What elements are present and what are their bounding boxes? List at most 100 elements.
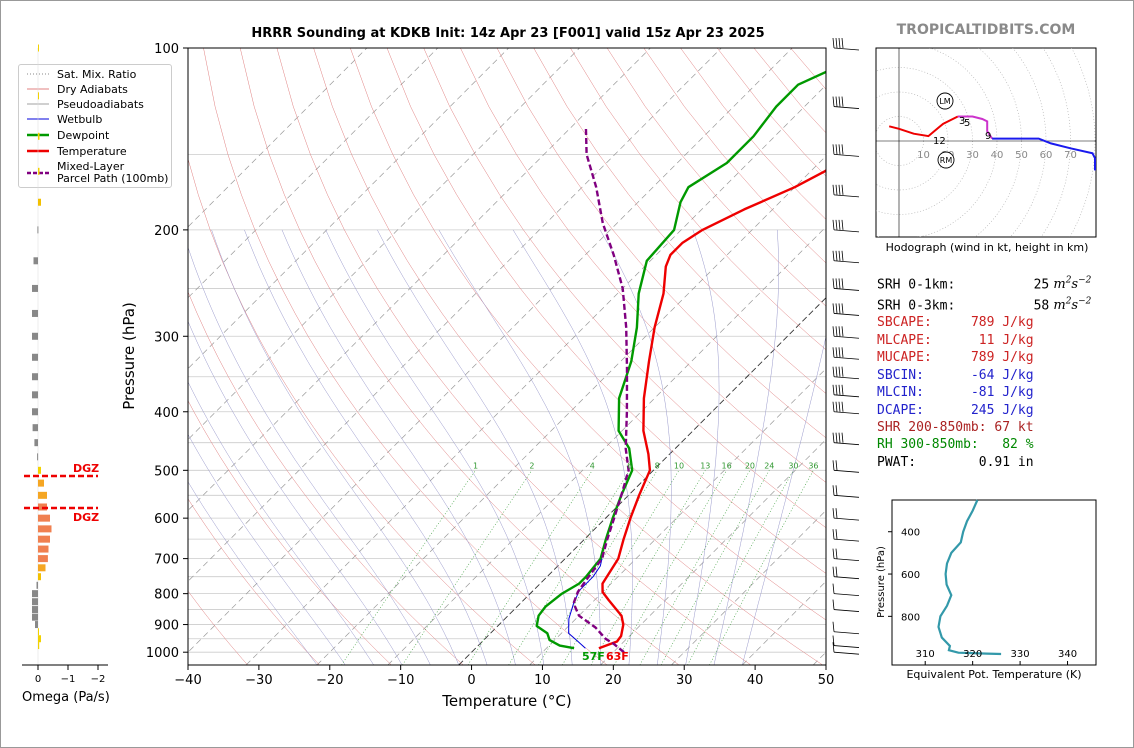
wind-barb <box>832 144 860 157</box>
stat-value: 11 J/kg <box>978 332 1034 348</box>
legend-label: Dewpoint <box>57 128 110 142</box>
pseudoadiabat <box>685 229 720 665</box>
mixing-ratio-line <box>614 470 727 665</box>
dry-adiabat <box>203 48 608 665</box>
isotherm-line <box>600 439 826 665</box>
stat-label: SBCIN: <box>877 367 924 383</box>
pseudoadiabat <box>742 335 826 665</box>
wind-barb-flag <box>832 508 835 519</box>
wind-barb <box>832 508 860 521</box>
omega-bar <box>36 581 38 589</box>
brand-logo-text: TROPICALTIDBITS.COM <box>896 22 1076 38</box>
wind-barb-flag <box>838 250 841 261</box>
stats-panel: SRH 0-1km: 25 m2s−2 SRH 0-3km: 58 m2s−2 SB… <box>877 273 1091 471</box>
pseudoadiabat <box>281 229 516 665</box>
omega-bar <box>38 198 41 206</box>
wind-barb-flag <box>835 566 838 577</box>
stat-value: 82 % <box>1002 437 1034 453</box>
wind-barb-flag <box>832 566 835 577</box>
y-tick-label: 700 <box>154 553 179 568</box>
parcel-path-line <box>572 126 630 654</box>
stat-row: SRH 0-3km: 58 m2s−2 <box>877 294 1091 315</box>
y-tick-label: 500 <box>154 464 179 479</box>
stat-row: SBCIN: -64 J/kg <box>877 367 1091 384</box>
wind-barb-flag <box>841 326 844 337</box>
skewt-frame <box>187 47 827 666</box>
omega-bar <box>33 257 38 265</box>
wind-barb <box>832 278 860 291</box>
wind-barb <box>832 184 860 198</box>
wind-barb <box>832 366 860 380</box>
hodograph-height-label: 5 <box>964 118 970 129</box>
omega-bar <box>38 167 40 175</box>
omega-bar <box>32 606 38 614</box>
pseudoadiabat <box>325 229 545 665</box>
wind-barb-staff <box>833 194 860 198</box>
stat-label: MLCIN: <box>877 385 924 401</box>
mixing-ratio-label: 13 <box>700 461 710 470</box>
isotherm-line <box>387 226 826 665</box>
wind-barb-flag <box>838 278 841 289</box>
hodograph-segment <box>957 115 993 140</box>
wetbulb-line <box>568 558 603 649</box>
wind-barb-staff <box>833 517 860 521</box>
wind-barb-staff <box>833 469 860 473</box>
mixing-ratio-line <box>709 470 814 665</box>
hodograph-height-label: 9 <box>985 131 991 142</box>
theta-e-x-tick-label: 340 <box>1058 649 1077 660</box>
skewt-background-lines <box>188 48 826 665</box>
wind-barb-flag <box>835 529 838 540</box>
omega-bar <box>38 514 50 522</box>
wind-barb <box>832 460 860 473</box>
omega-tick-label: 0 <box>35 674 41 685</box>
storm-motion-marker <box>936 92 954 110</box>
wind-barb-flag <box>832 96 835 107</box>
omega-bar <box>38 555 48 563</box>
stat-spacer <box>916 455 979 470</box>
wind-barb-flag <box>835 278 838 289</box>
omega-bar <box>38 628 39 636</box>
wind-barb-flag <box>841 366 844 377</box>
wind-barb-staff <box>833 442 860 446</box>
omega-bar <box>38 479 44 487</box>
stat-spacer <box>924 368 971 383</box>
wind-barb-flag <box>832 303 835 314</box>
stat-label: PWAT: <box>877 454 917 470</box>
dry-adiabat <box>606 48 826 307</box>
legend-label: Mixed-Layer <box>57 160 125 173</box>
omega-bar <box>38 545 49 553</box>
wind-barbs <box>832 37 860 655</box>
wind-barb-flag <box>832 37 835 49</box>
wind-barb-flag <box>832 366 835 377</box>
hodograph-labels: 1020304050607012359LMRM <box>917 92 1077 169</box>
isotherm-line <box>671 509 826 665</box>
wind-barb-flag <box>841 384 844 395</box>
isotherm-line <box>188 48 509 370</box>
stat-row: SRH 0-1km: 25 m2s−2 <box>877 273 1091 294</box>
wind-barb <box>832 642 860 655</box>
hodograph-height-label: 12 <box>933 136 946 147</box>
wind-barb-flag <box>841 184 844 195</box>
mixing-ratio-label: 20 <box>745 461 755 470</box>
wind-barb <box>832 96 860 109</box>
skewt-axes: 1 2 4 6 8 10 13 16 20 24 30 36−40 −30 −20 −10 0 10 20 30 40… <box>146 42 834 688</box>
wind-barb-flag <box>838 144 841 155</box>
y-tick-label: 600 <box>154 512 179 527</box>
y-tick-label: 400 <box>154 406 179 421</box>
wind-barb-staff <box>833 411 860 415</box>
pseudoadiabat <box>188 320 403 665</box>
wind-barb-staff <box>833 260 860 264</box>
wind-barb-flag <box>835 219 838 230</box>
hodograph-ring-label: 10 <box>917 150 930 161</box>
omega-bar <box>38 573 41 581</box>
wind-barb-flag <box>835 326 838 337</box>
stat-unit: m2s−2 <box>1049 276 1092 293</box>
wind-barb-flag <box>838 219 841 230</box>
omega-tick-label: −2 <box>91 674 106 685</box>
wind-barb <box>832 583 860 597</box>
storm-motion-label: RM <box>940 156 953 165</box>
stat-label: MUCAPE: <box>877 350 932 366</box>
wind-barb-flag <box>835 548 838 559</box>
omega-bar <box>32 332 38 340</box>
wind-barb-staff <box>833 153 860 157</box>
